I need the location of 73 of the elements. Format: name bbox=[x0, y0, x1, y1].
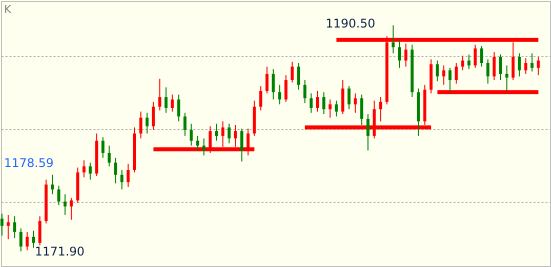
candlestick bbox=[398, 39, 402, 68]
candlestick bbox=[316, 90, 319, 112]
candlestick bbox=[170, 94, 174, 112]
chart-title: K bbox=[4, 3, 12, 16]
candlestick bbox=[13, 216, 16, 239]
candlestick bbox=[467, 54, 470, 70]
candlestick bbox=[82, 160, 86, 178]
candlestick bbox=[442, 64, 446, 86]
candlestick bbox=[341, 80, 344, 115]
candlestick bbox=[146, 112, 149, 134]
candlestick bbox=[348, 86, 351, 110]
candlestick bbox=[334, 100, 338, 117]
candlestick bbox=[158, 78, 162, 111]
candlestick bbox=[26, 231, 29, 251]
candlestick bbox=[505, 64, 508, 92]
candlestick bbox=[0, 213, 4, 236]
candlestick bbox=[57, 185, 60, 206]
annotation: 1171.90 bbox=[34, 244, 85, 258]
candlestick bbox=[6, 214, 10, 240]
candlestick bbox=[114, 157, 118, 184]
candlestick bbox=[240, 128, 244, 162]
candlestick bbox=[88, 162, 92, 180]
candlestick bbox=[139, 111, 142, 139]
candlestick bbox=[70, 197, 73, 220]
candlestick bbox=[259, 86, 262, 111]
candlestick bbox=[126, 163, 130, 188]
annotation: 1190.50 bbox=[326, 16, 376, 30]
candlestick bbox=[366, 114, 370, 152]
candlestick bbox=[530, 52, 534, 72]
candlestick bbox=[448, 67, 452, 93]
candlestick bbox=[164, 86, 168, 114]
candlestick bbox=[303, 80, 306, 104]
candlestick bbox=[272, 68, 275, 100]
candlestick bbox=[196, 135, 200, 152]
candlestick bbox=[202, 138, 206, 156]
candlestick bbox=[190, 123, 193, 146]
candlestick bbox=[101, 136, 104, 158]
candlestick bbox=[328, 98, 332, 118]
candlestick bbox=[498, 54, 502, 81]
candlestick bbox=[266, 66, 269, 94]
candlestick bbox=[536, 56, 540, 76]
candlestick bbox=[108, 145, 111, 167]
candlestick bbox=[284, 74, 288, 102]
candlestick bbox=[461, 55, 464, 71]
candlestick bbox=[297, 62, 300, 90]
candlestick bbox=[322, 92, 326, 115]
candlestick bbox=[183, 112, 186, 136]
annotation: 1178.59 bbox=[4, 156, 54, 170]
candlestick bbox=[32, 230, 36, 248]
candlestick bbox=[360, 94, 364, 126]
candlestick bbox=[50, 174, 54, 195]
candlestick bbox=[436, 60, 439, 82]
candlestick bbox=[480, 45, 484, 68]
candlestick bbox=[518, 52, 521, 77]
candlestick bbox=[38, 216, 42, 246]
candlestick bbox=[392, 24, 395, 54]
candlestick bbox=[290, 61, 294, 83]
candlestick bbox=[64, 194, 67, 216]
candlestick bbox=[19, 228, 22, 252]
candlestick bbox=[177, 94, 180, 122]
candlestick bbox=[492, 52, 496, 81]
candlestick bbox=[310, 92, 313, 114]
candlestick bbox=[228, 123, 231, 144]
candlestick bbox=[278, 84, 282, 105]
candlestick bbox=[474, 44, 477, 68]
candlestick bbox=[454, 62, 458, 84]
candlestick bbox=[215, 123, 218, 142]
candlestick bbox=[152, 101, 155, 130]
candlestick bbox=[524, 58, 528, 74]
candlestick bbox=[486, 58, 490, 84]
candlestick bbox=[354, 92, 357, 114]
candlestick bbox=[379, 96, 382, 122]
candlestick bbox=[120, 169, 124, 190]
